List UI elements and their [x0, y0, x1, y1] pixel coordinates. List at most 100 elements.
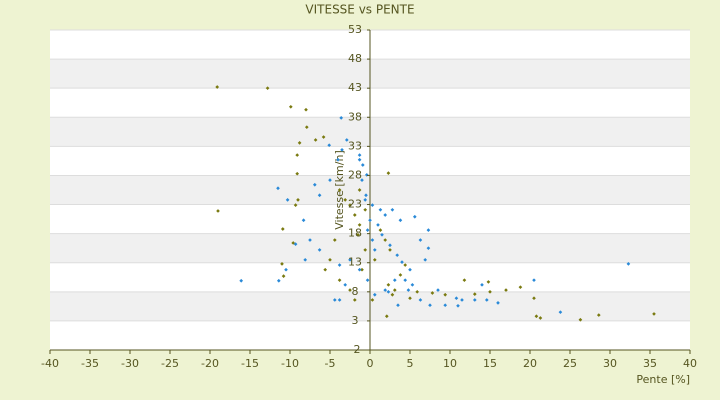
point [406, 288, 411, 292]
x-tick-label: -25 [161, 357, 179, 370]
point [339, 116, 344, 120]
point [392, 278, 397, 283]
point [293, 242, 298, 246]
point [340, 148, 344, 152]
point [370, 238, 375, 242]
point [484, 298, 489, 302]
point [328, 178, 332, 182]
point [343, 198, 348, 202]
point [443, 303, 448, 308]
point [308, 238, 312, 242]
point [472, 298, 477, 302]
point [265, 86, 270, 91]
y-tick-label: 8 [352, 285, 359, 298]
point [532, 278, 536, 283]
point [337, 188, 342, 192]
point [408, 296, 412, 301]
x-tick-label: -35 [81, 357, 99, 370]
point [357, 223, 362, 227]
point [364, 193, 368, 198]
point [313, 138, 318, 142]
point [344, 138, 349, 142]
x-tick-label: 5 [407, 357, 414, 370]
y-tick-label: 13 [348, 256, 362, 269]
point [426, 228, 431, 232]
point [372, 292, 377, 297]
point [372, 248, 377, 252]
point [652, 312, 656, 316]
point [383, 288, 388, 292]
point [532, 296, 536, 301]
point [348, 257, 352, 262]
point [418, 298, 423, 302]
point [368, 218, 372, 223]
point [596, 313, 601, 317]
point [280, 262, 284, 266]
x-tick-label: -5 [325, 357, 336, 370]
point [504, 288, 508, 292]
point [496, 301, 500, 305]
point [297, 141, 302, 145]
point [383, 238, 388, 242]
point [365, 228, 370, 232]
point [418, 238, 423, 242]
y-tick-label: 28 [348, 168, 362, 181]
point [352, 213, 357, 217]
point [388, 248, 392, 252]
point [363, 207, 368, 212]
point [426, 246, 431, 251]
y-tick-label: 18 [348, 227, 362, 240]
point [376, 223, 380, 227]
point [383, 213, 388, 217]
point [317, 193, 322, 198]
point [384, 314, 389, 319]
point [462, 278, 467, 283]
point [285, 198, 290, 202]
point [327, 143, 332, 148]
point [486, 280, 491, 284]
chart-title: VITESSE vs PENTE [305, 3, 414, 17]
x-tick-label: 35 [643, 357, 657, 370]
point [304, 107, 308, 112]
point [337, 298, 342, 302]
y-tick-label: 23 [348, 198, 362, 211]
point [370, 203, 375, 207]
point [460, 298, 464, 302]
point [276, 278, 281, 283]
point [372, 257, 377, 262]
point [386, 171, 391, 175]
point [388, 243, 392, 248]
point [390, 207, 395, 212]
point [352, 298, 357, 302]
point [398, 273, 403, 277]
point [357, 188, 362, 192]
point [293, 203, 298, 207]
point [357, 153, 362, 157]
point [423, 257, 428, 262]
point [400, 260, 404, 264]
point [357, 267, 362, 272]
point [380, 232, 384, 237]
x-tick-label: -20 [201, 357, 219, 370]
point [410, 282, 415, 287]
point [386, 282, 391, 287]
point [332, 238, 337, 242]
x-tick-label: -15 [241, 357, 259, 370]
point [363, 198, 368, 202]
point [408, 267, 412, 272]
x-tick-label: -10 [281, 357, 299, 370]
point [303, 257, 308, 262]
point [378, 207, 383, 212]
point [395, 253, 400, 258]
point [321, 135, 326, 139]
point [360, 267, 364, 272]
point [281, 274, 286, 278]
point [363, 248, 368, 252]
point [454, 296, 459, 301]
point [412, 214, 417, 219]
y-tick-label: 43 [348, 81, 362, 94]
point [396, 303, 400, 308]
x-tick-label: 20 [523, 357, 537, 370]
x-tick-label: 15 [483, 357, 497, 370]
